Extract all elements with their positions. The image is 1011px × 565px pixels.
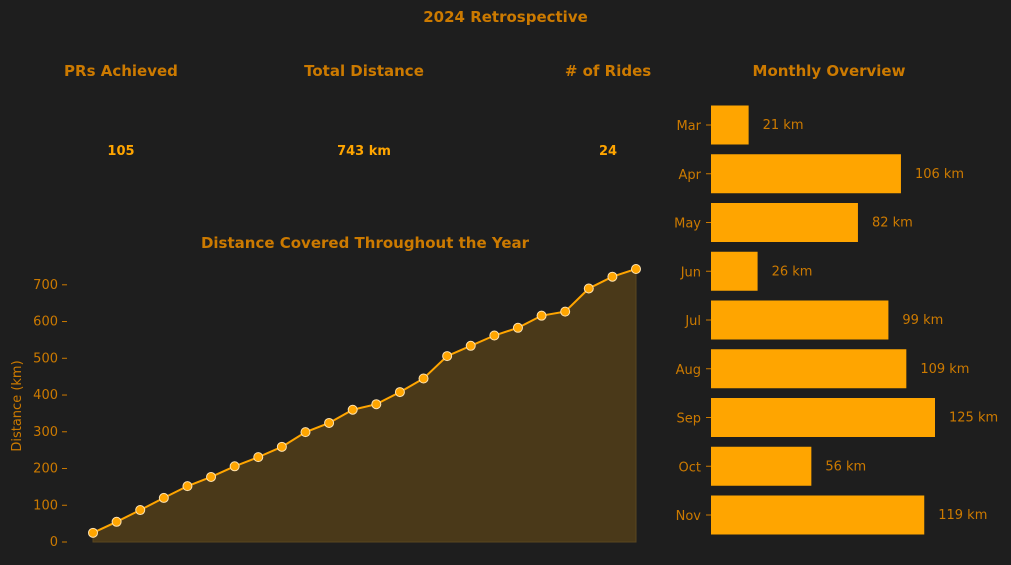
- bar-mar: [711, 105, 749, 145]
- bar-chart-title: Monthly Overview: [752, 62, 906, 80]
- y-tick-label: 700: [33, 278, 58, 293]
- data-point: [465, 340, 476, 351]
- category-label: May: [674, 217, 701, 232]
- data-point: [300, 427, 311, 438]
- data-point: [88, 527, 98, 538]
- bar-jun: [711, 251, 758, 291]
- data-point: [229, 461, 240, 472]
- data-point: [607, 271, 618, 282]
- y-tick-label: 300: [33, 425, 58, 440]
- y-tick-label: 0: [50, 535, 58, 550]
- category-label: Aug: [676, 363, 701, 378]
- category-label: Apr: [679, 168, 702, 183]
- category-label: Oct: [679, 460, 701, 475]
- category-label: Jun: [680, 265, 701, 280]
- monthly-overview-chart: Mar 21 km Apr 106 km May 82 km Jun 26 km Jul 99 k…: [674, 105, 998, 535]
- stat-label-distance: Total Distance: [304, 62, 424, 80]
- data-point: [253, 452, 264, 463]
- line-chart-title: Distance Covered Throughout the Year: [200, 234, 530, 252]
- data-point: [206, 471, 217, 482]
- data-point: [631, 264, 641, 274]
- category-label: Mar: [676, 119, 701, 134]
- category-label: Nov: [676, 509, 702, 524]
- stat-value-rides: 24: [598, 144, 618, 159]
- category-label: Sep: [676, 412, 701, 427]
- value-label: 106 km: [915, 167, 964, 182]
- data-point: [536, 310, 547, 321]
- y-tick-label: 400: [33, 388, 58, 403]
- data-point: [135, 505, 146, 516]
- bar-nov: [711, 495, 925, 535]
- data-point: [394, 387, 405, 398]
- data-point: [324, 417, 335, 428]
- y-tick-label: 100: [33, 498, 58, 513]
- data-point: [560, 306, 571, 317]
- stat-value-prs: 105: [107, 144, 135, 159]
- stat-label-rides: # of Rides: [564, 62, 652, 80]
- value-label: 119 km: [938, 508, 987, 523]
- bar-apr: [711, 154, 901, 194]
- value-label: 56 km: [825, 459, 866, 474]
- value-label: 82 km: [872, 216, 913, 231]
- data-point: [418, 373, 429, 384]
- data-point: [512, 322, 523, 333]
- data-point: [442, 351, 453, 362]
- category-label: Jul: [684, 314, 701, 329]
- data-point: [182, 481, 193, 492]
- value-label: 21 km: [763, 118, 804, 133]
- data-point: [276, 441, 287, 452]
- value-label: 109 km: [920, 362, 969, 377]
- stat-label-prs: PRs Achieved: [64, 62, 178, 80]
- bar-may: [711, 203, 858, 242]
- data-point: [489, 330, 500, 341]
- data-point: [583, 283, 594, 294]
- value-label: 99 km: [902, 313, 943, 328]
- data-point: [111, 516, 122, 527]
- y-axis-label: Distance (km): [10, 360, 25, 451]
- bar-oct: [711, 446, 812, 486]
- stat-value-distance: 743 km: [337, 144, 391, 159]
- data-point: [347, 404, 358, 415]
- data-point: [371, 399, 382, 410]
- bar-sep: [711, 398, 935, 437]
- distance-area: [92, 268, 637, 543]
- y-tick-label: 200: [33, 462, 58, 477]
- data-point: [158, 492, 169, 503]
- value-label: 125 km: [949, 411, 998, 426]
- bar-aug: [711, 349, 907, 389]
- y-tick-label: 600: [33, 315, 58, 330]
- bar-jul: [711, 300, 889, 340]
- y-tick-label: 500: [33, 351, 58, 366]
- page-title: 2024 Retrospective: [423, 8, 588, 26]
- value-label: 26 km: [772, 264, 813, 279]
- cumulative-distance-chart: 0 100 200 300 400 500 600 700 Distance (km): [10, 264, 641, 550]
